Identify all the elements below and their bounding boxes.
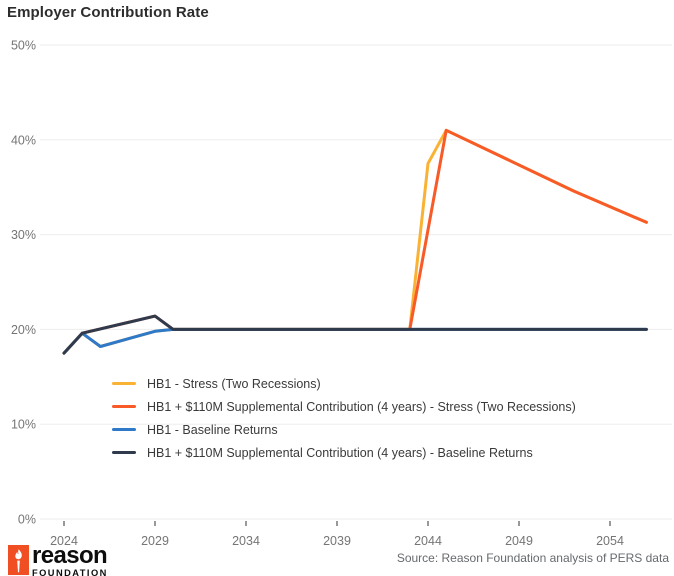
x-axis-tick-label: 2034 <box>232 534 260 548</box>
series-line <box>62 128 648 355</box>
legend-item: HB1 + $110M Supplemental Contribution (4… <box>112 395 576 418</box>
legend-item: HB1 - Baseline Returns <box>112 418 576 441</box>
legend-label: HB1 - Baseline Returns <box>147 422 278 437</box>
logo-brand-text: reason <box>32 542 108 569</box>
x-axis-tick-label: 2049 <box>505 534 533 548</box>
legend-item: HB1 + $110M Supplemental Contribution (4… <box>112 441 576 464</box>
legend-item: HB1 - Stress (Two Recessions) <box>112 372 576 395</box>
legend-swatch <box>112 427 136 432</box>
y-axis-tick-label: 10% <box>11 418 36 432</box>
legend-swatch <box>112 404 136 409</box>
torch-icon <box>8 545 29 575</box>
x-axis-tick-label: 2054 <box>596 534 624 548</box>
y-axis-tick-label: 20% <box>11 323 36 337</box>
chart-legend: HB1 - Stress (Two Recessions) HB1 + $110M… <box>112 372 576 464</box>
chart-title: Employer Contribution Rate <box>7 4 209 21</box>
legend-label: HB1 + $110M Supplemental Contribution (4… <box>147 399 576 414</box>
legend-swatch <box>112 381 136 386</box>
source-attribution: Source: Reason Foundation analysis of PE… <box>396 551 669 565</box>
series-line <box>62 128 648 355</box>
reason-foundation-logo: reason FOUNDATION <box>8 542 108 576</box>
x-axis-tick-label: 2024 <box>50 534 78 548</box>
series-line <box>62 314 648 355</box>
legend-swatch <box>112 450 136 455</box>
y-axis-tick-label: 50% <box>11 39 36 53</box>
y-axis-tick-label: 30% <box>11 228 36 242</box>
x-axis-tick-label: 2029 <box>141 534 169 548</box>
series-line <box>62 327 648 355</box>
legend-label: HB1 + $110M Supplemental Contribution (4… <box>147 445 533 460</box>
legend-label: HB1 - Stress (Two Recessions) <box>147 376 321 391</box>
logo-sub-text: FOUNDATION <box>32 568 108 576</box>
x-axis-tick-label: 2044 <box>414 534 442 548</box>
y-axis-tick-label: 40% <box>11 133 36 147</box>
y-axis-tick-label: 0% <box>18 513 36 527</box>
x-axis-tick-label: 2039 <box>323 534 351 548</box>
